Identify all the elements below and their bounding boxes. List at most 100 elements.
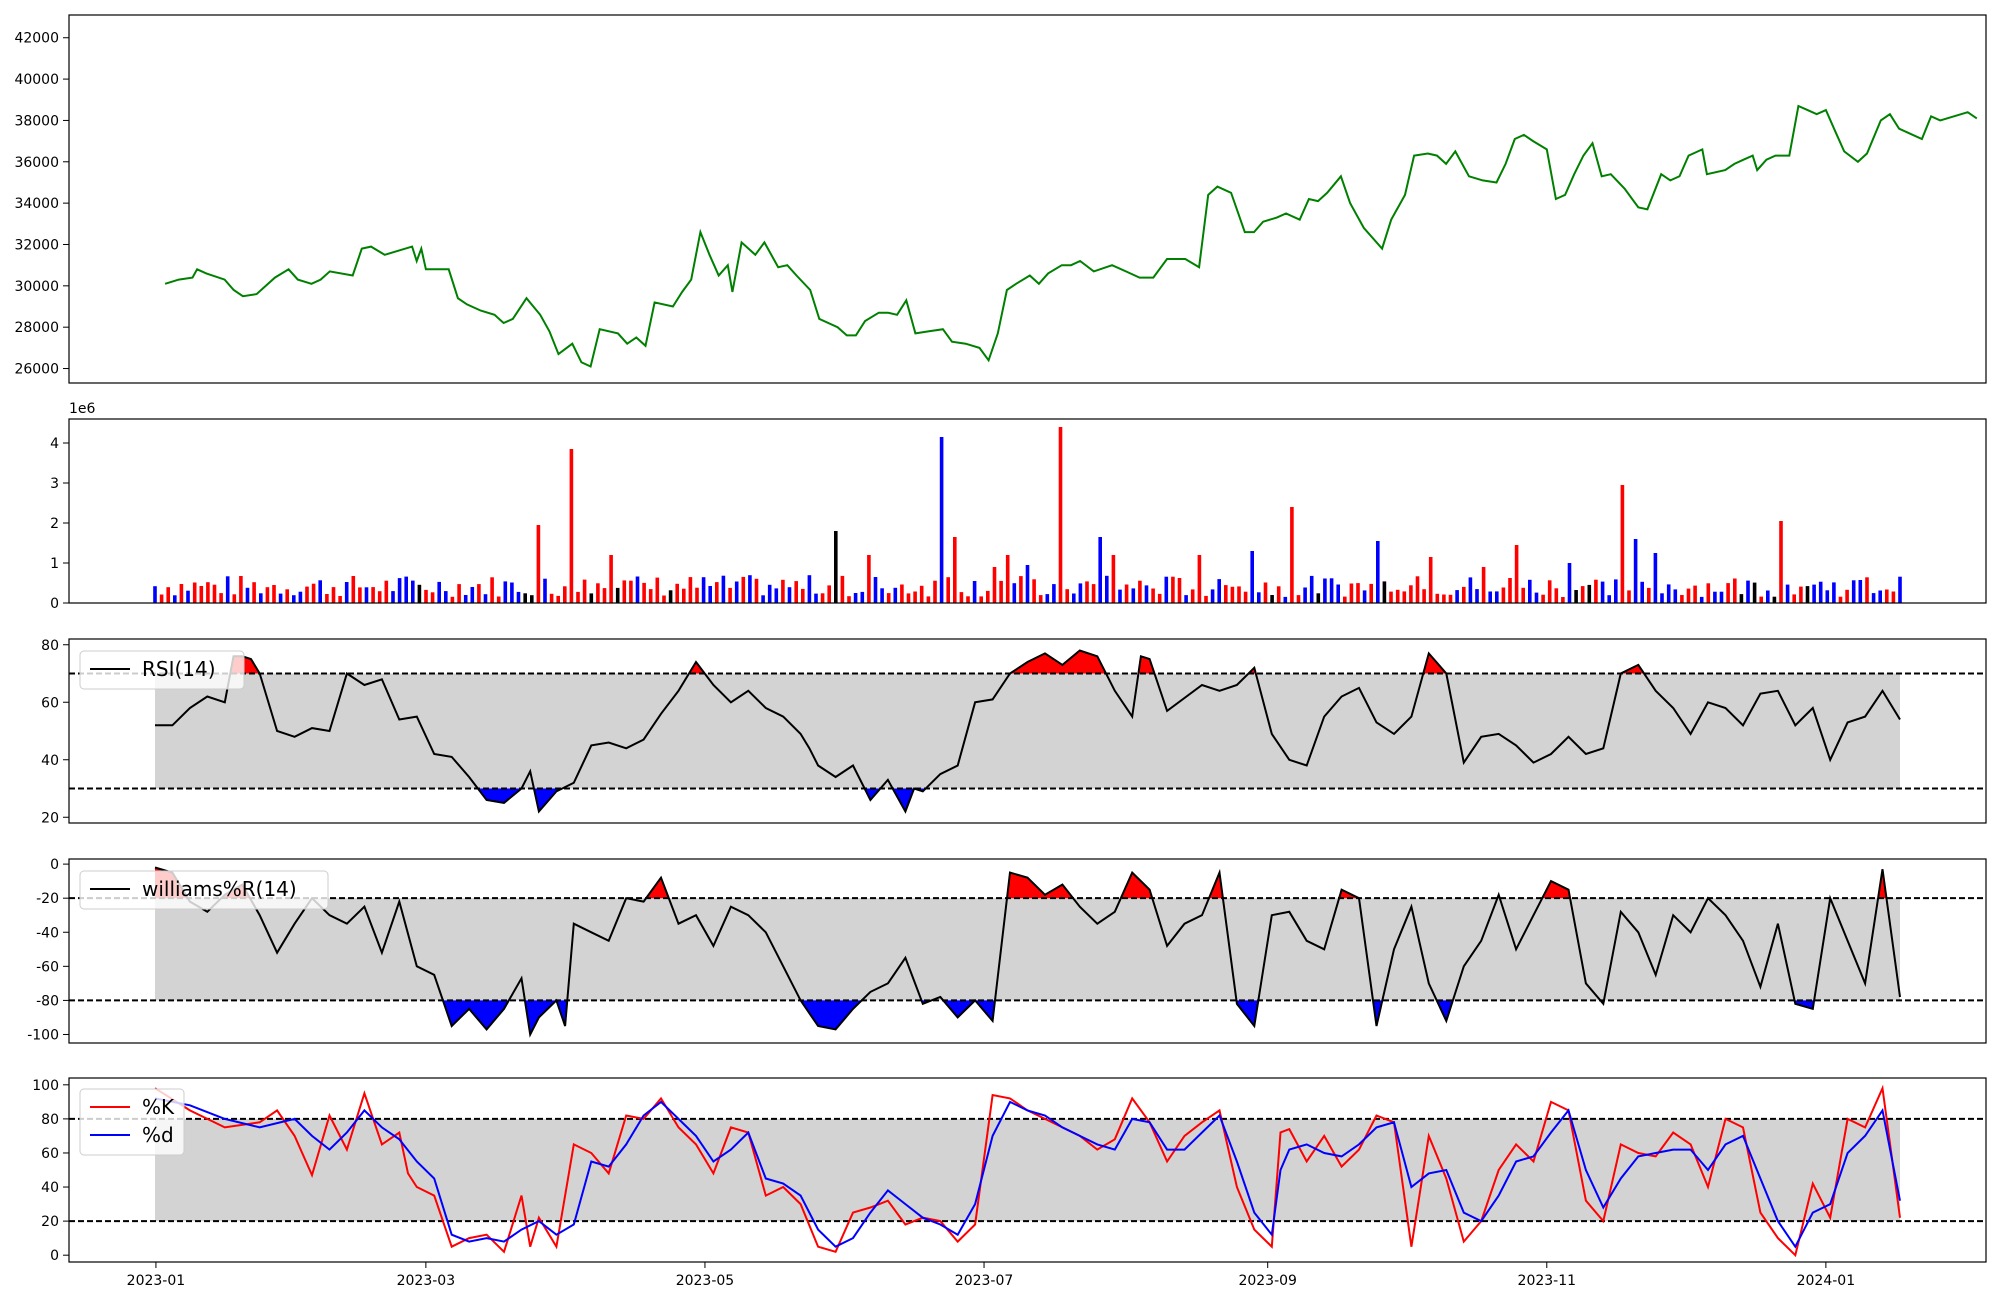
volume-bar: [371, 587, 375, 603]
volume-bar: [1726, 583, 1730, 603]
stochastic-ytick-label: 100: [32, 1078, 59, 1094]
volume-bar: [292, 595, 296, 603]
volume-bar: [186, 590, 190, 603]
volume-bar: [1270, 595, 1274, 603]
volume-bar: [1177, 578, 1182, 603]
volume-bar: [1005, 555, 1010, 603]
volume-bar: [801, 588, 805, 603]
volume-bar: [1118, 589, 1122, 603]
williams-ytick-label: -60: [36, 959, 59, 975]
price-ytick-label: 34000: [14, 196, 59, 212]
price-ytick-label: 38000: [14, 113, 59, 129]
price-panel: 26000 28000 30000 32000 34000 36000 38000 40000…: [14, 14, 1987, 384]
volume-bar: [979, 596, 983, 603]
volume-bar: [629, 580, 633, 603]
volume-bar: [1719, 591, 1724, 603]
volume-bar: [391, 591, 395, 603]
stochastic-panel: 0 20 40 60 80 100 %K %d: [32, 1077, 1987, 1264]
volume-bar: [1666, 584, 1671, 603]
volume-bar: [576, 591, 580, 603]
williams-band: [155, 898, 1900, 1001]
volume-bar: [1799, 586, 1803, 603]
volume-bar: [1409, 585, 1413, 603]
volume-bar: [1825, 590, 1830, 603]
volume-bar: [675, 583, 679, 603]
rsi-panel: 20 40 60 80 RSI(14): [41, 638, 1987, 826]
volume-bar: [754, 578, 759, 603]
volume-bar: [338, 596, 342, 603]
volume-bar: [377, 591, 382, 603]
volume-bar: [589, 593, 594, 603]
stochastic-legend: [79, 1088, 185, 1156]
volume-bar: [1481, 567, 1486, 603]
volume-bar: [1376, 541, 1380, 603]
volume-bar: [1389, 591, 1393, 603]
volume-bar: [1832, 582, 1836, 603]
volume-bar: [1448, 594, 1453, 603]
volume-bar: [159, 594, 164, 603]
volume-bar: [1468, 577, 1473, 603]
williams-oversold-fill: [524, 1000, 557, 1035]
volume-bar: [1554, 588, 1559, 603]
price-ytick-label: 42000: [14, 31, 59, 47]
volume-bar: [278, 593, 283, 603]
volume-bar: [1164, 576, 1169, 603]
volume-bar: [1131, 588, 1136, 603]
volume-bar: [1157, 593, 1162, 603]
volume-bar: [206, 582, 210, 603]
rsi-oversold-fill: [864, 788, 881, 800]
x-tick-label: 2024-01: [1797, 1273, 1856, 1289]
volume-bar: [860, 591, 865, 603]
volume-bar: [1422, 589, 1426, 603]
volume-bar: [1739, 594, 1744, 603]
x-tick-label: 2023-11: [1518, 1273, 1577, 1289]
volume-bar: [1759, 596, 1763, 603]
volume-bar: [1475, 589, 1479, 603]
williams-ytick-label: -100: [27, 1027, 59, 1043]
volume-bar: [1012, 583, 1017, 603]
rsi-overbought-fill: [1423, 653, 1447, 674]
volume-bar: [1369, 583, 1373, 603]
volume-bar: [807, 575, 812, 603]
williams-oversold-fill: [943, 1000, 976, 1018]
rsi-ytick-label: 60: [41, 695, 59, 711]
volume-bar: [556, 595, 560, 603]
volume-bar: [992, 567, 997, 603]
volume-bar: [986, 590, 990, 603]
volume-bar: [1210, 589, 1215, 603]
volume-bar: [173, 595, 177, 603]
volume-bar: [397, 578, 402, 603]
volume-bar: [1713, 591, 1717, 603]
volume-bar: [1574, 590, 1578, 603]
volume-bar: [351, 576, 356, 603]
volume-bar: [1594, 579, 1598, 603]
rsi-ytick-label: 20: [41, 810, 59, 826]
volume-bar: [1072, 593, 1076, 603]
volume-bar: [563, 586, 567, 603]
volume-bar: [1038, 595, 1043, 603]
volume-bar: [635, 576, 640, 603]
volume-bar: [496, 596, 501, 603]
volume-bar: [1263, 582, 1268, 603]
volume-bar: [1349, 583, 1354, 603]
williams-oversold-fill: [1794, 1000, 1815, 1009]
volume-bar: [1230, 586, 1235, 603]
stochastic-legend-label: %K: [142, 1095, 175, 1119]
volume-bar: [1045, 594, 1050, 603]
volume-bar: [1290, 507, 1294, 603]
volume-ytick-label: 3: [50, 476, 59, 492]
volume-bar: [827, 585, 831, 603]
volume-bar: [1488, 591, 1492, 603]
volume-bar: [1838, 596, 1843, 603]
volume-bar: [199, 586, 204, 603]
volume-bar: [470, 587, 475, 603]
volume-bar: [1885, 589, 1889, 603]
volume-bar: [761, 595, 765, 603]
volume-bar: [794, 581, 798, 603]
volume-bar: [569, 449, 574, 603]
volume-bar: [1462, 586, 1466, 603]
williams-overbought-fill: [1878, 869, 1887, 899]
volume-bar: [424, 589, 428, 603]
volume-bar: [225, 576, 230, 603]
volume-bar: [1019, 576, 1023, 603]
